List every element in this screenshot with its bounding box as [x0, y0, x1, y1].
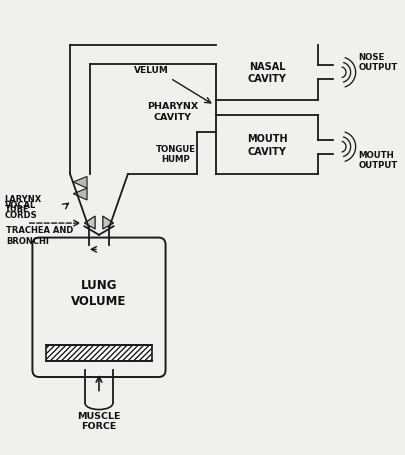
Text: NASAL
CAVITY: NASAL CAVITY: [247, 62, 286, 84]
Polygon shape: [73, 189, 87, 201]
Polygon shape: [73, 177, 87, 189]
Text: NOSE
OUTPUT: NOSE OUTPUT: [358, 53, 397, 72]
Text: MUSCLE
FORCE: MUSCLE FORCE: [77, 411, 120, 430]
Bar: [46, 345, 151, 362]
Text: TONGUE
HUMP: TONGUE HUMP: [156, 144, 196, 164]
Text: MOUTH
OUTPUT: MOUTH OUTPUT: [358, 151, 397, 170]
Polygon shape: [102, 217, 113, 229]
Text: VELUM: VELUM: [133, 66, 168, 75]
Text: VOCAL
CORDS: VOCAL CORDS: [5, 200, 37, 220]
Text: PHARYNX
CAVITY: PHARYNX CAVITY: [147, 102, 198, 122]
Text: MOUTH
CAVITY: MOUTH CAVITY: [246, 134, 287, 156]
Polygon shape: [84, 217, 95, 229]
Text: TRACHEA AND
BRONCHI: TRACHEA AND BRONCHI: [6, 226, 73, 245]
Text: LARYNX
TUBE: LARYNX TUBE: [5, 194, 42, 214]
Text: LUNG
VOLUME: LUNG VOLUME: [71, 278, 126, 307]
